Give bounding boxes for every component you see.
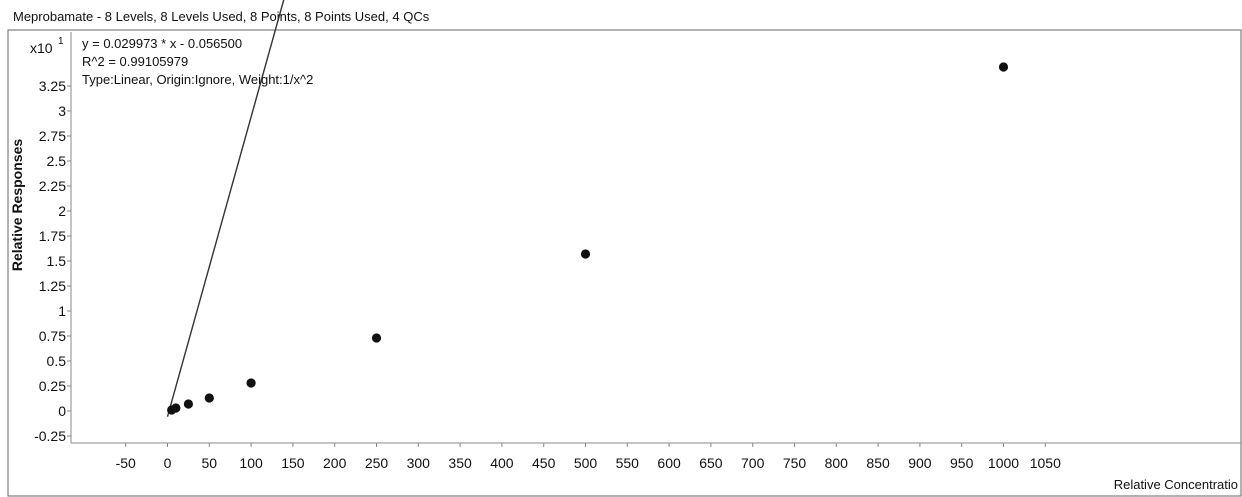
x-axis-label: Relative Concentratio (1114, 477, 1238, 492)
annotation-line: Type:Linear, Origin:Ignore, Weight:1/x^2 (82, 72, 313, 87)
data-point (580, 249, 591, 259)
y-tick-label: 2.75 (39, 128, 66, 144)
y-tick-label: 0 (58, 403, 66, 419)
x-tick-label: 800 (825, 455, 849, 471)
y-tick-label: 2.5 (47, 153, 67, 169)
y-tick-label: 3.25 (39, 78, 66, 94)
y-tick-label: 2.25 (39, 178, 66, 194)
x-tick-label: 600 (657, 455, 681, 471)
x-tick-label: 500 (574, 455, 598, 471)
y-tick-label: 0.75 (39, 328, 66, 344)
chart-title: Meprobamate - 8 Levels, 8 Levels Used, 8… (13, 9, 430, 24)
x-tick-label: 850 (866, 455, 890, 471)
window-border (7, 29, 1242, 497)
x-tick-label: 200 (323, 455, 347, 471)
x-tick-label: 700 (741, 455, 765, 471)
x-tick-label: 300 (407, 455, 431, 471)
x-tick-label: 750 (783, 455, 807, 471)
x-tick-label: 0 (164, 455, 172, 471)
y-tick-label: 0.25 (39, 378, 66, 394)
data-point (183, 399, 193, 409)
x-tick-label: 400 (490, 455, 514, 471)
x-tick-label: 250 (365, 455, 389, 471)
annotation-line: y = 0.029973 * x - 0.056500 (82, 36, 242, 51)
x-tick-label: 550 (616, 455, 640, 471)
fit-line-group (166, 0, 285, 417)
x-tick-label: -50 (116, 455, 136, 471)
data-point (998, 62, 1009, 72)
y-tick-label: 0.5 (47, 353, 67, 369)
annotation-line: R^2 = 0.99105979 (82, 54, 188, 69)
x-tick-label: 150 (281, 455, 305, 471)
y-tick-label: 1.5 (47, 253, 67, 269)
x-tick-label: 650 (699, 455, 723, 471)
x-tick-label: 350 (448, 455, 472, 471)
data-points (167, 62, 1009, 415)
y-multiplier: x10 (30, 40, 53, 56)
data-point (246, 378, 256, 388)
y-multiplier-exponent: 1 (58, 36, 64, 47)
y-tick-label: 2 (58, 203, 66, 219)
y-tick-label: 1.75 (39, 228, 66, 244)
y-tick-label: 1 (58, 303, 66, 319)
x-tick-label: 1000 (988, 455, 1019, 471)
y-tick-label: -0.25 (34, 428, 66, 444)
x-ticks: -50 0 50 100 150 200 250 300 350 400 450 500 550 600 6… (116, 443, 1061, 471)
data-point (371, 333, 382, 343)
x-tick-label: 900 (908, 455, 932, 471)
y-tick-label: 3 (58, 103, 66, 119)
fit-line (166, 0, 285, 417)
x-tick-label: 950 (950, 455, 974, 471)
x-tick-label: 50 (202, 455, 218, 471)
x-tick-label: 450 (532, 455, 556, 471)
y-tick-label: 1.25 (39, 278, 66, 294)
x-tick-label: 1050 (1030, 455, 1061, 471)
y-ticks: -0.25 0 0.25 0.5 0.75 1 1.25 1.5 1.75 2 2.25 2.5 2.7… (34, 78, 71, 444)
y-axis-label: Relative Responses (9, 139, 25, 271)
x-tick-label: 100 (239, 455, 263, 471)
fit-annotations: y = 0.029973 * x - 0.056500 R^2 = 0.99105… (82, 36, 313, 87)
data-point (171, 403, 181, 413)
data-point (204, 393, 214, 403)
